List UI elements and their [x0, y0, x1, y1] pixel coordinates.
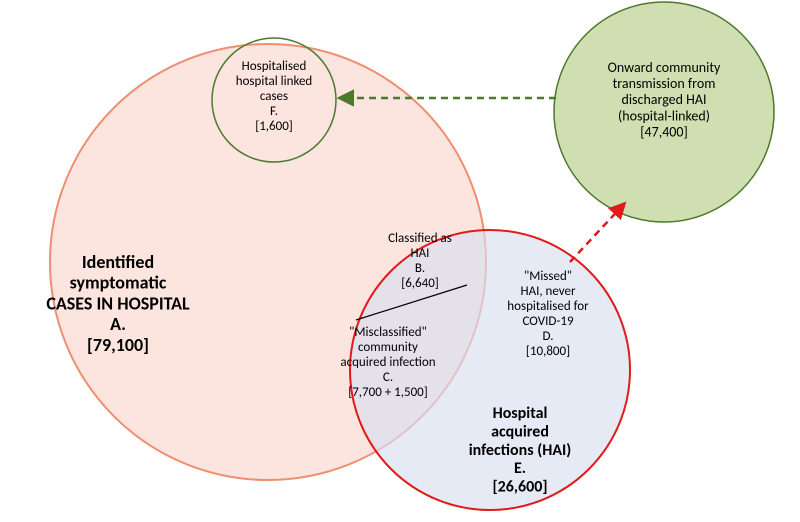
label-misclassified: "Misclassified"communityacquired infecti…: [340, 325, 435, 400]
venn-diagram: IdentifiedsymptomaticCASES IN HOSPITALA.…: [0, 0, 800, 522]
arrow-missed-to-onward: [570, 204, 624, 262]
